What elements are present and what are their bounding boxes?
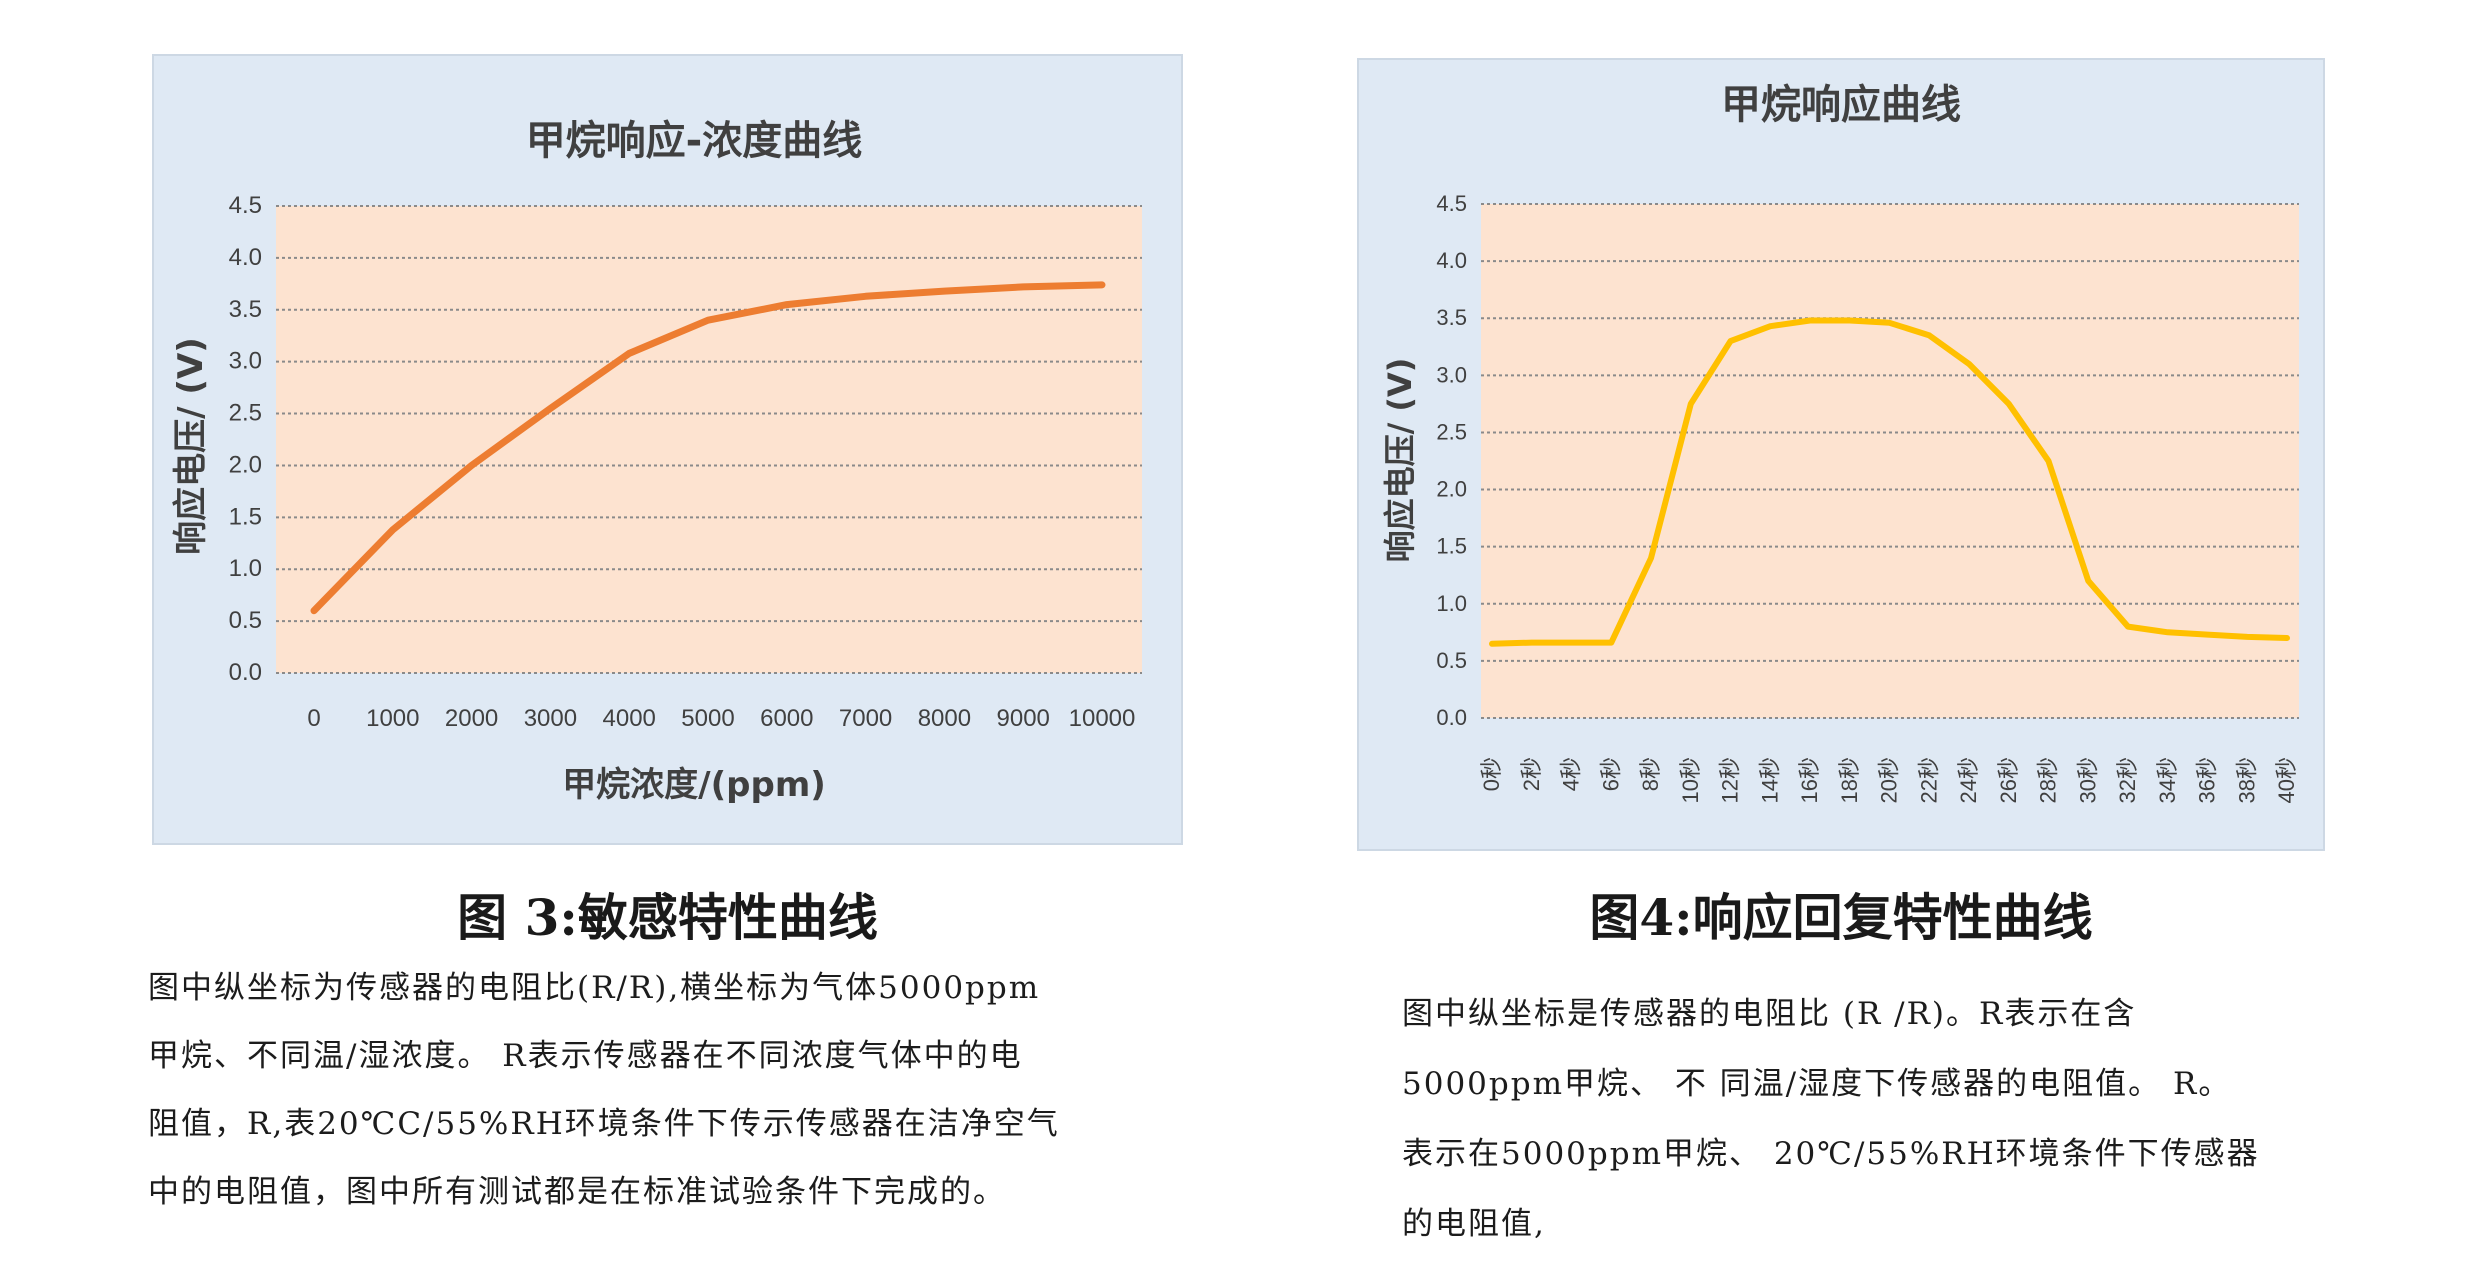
x-tick-label: 2秒 bbox=[1519, 757, 1544, 791]
concentration-response-chart: 0.0 0.5 1.0 1.5 2.0 2.5 3.0 3.5 4.0 4.5 0 1000 2000 3… bbox=[171, 118, 1142, 805]
response-recovery-chart: 0.0 0.5 1.0 1.5 2.0 2.5 3.0 3.5 4.0 4.5 0秒 2秒 4秒 6秒 8秒… bbox=[1381, 82, 2299, 803]
x-tick-label: 30秒 bbox=[2075, 757, 2100, 803]
y-tick-label: 2.0 bbox=[1436, 477, 1467, 502]
y-tick-label: 4.0 bbox=[229, 244, 262, 271]
description-line: 表示在5000ppm甲烷、 20℃/55%RH环境条件下传感器 bbox=[1402, 1136, 2260, 1172]
description-line: 中的电阻值，图中所有测试都是在标准试验条件下完成的。 bbox=[148, 1174, 1006, 1210]
y-tick-label: 2.5 bbox=[1436, 419, 1467, 444]
x-tick-label: 36秒 bbox=[2195, 757, 2220, 803]
x-tick-label: 16秒 bbox=[1797, 757, 1822, 803]
y-tick-label: 2.0 bbox=[229, 451, 262, 478]
y-tick-label: 0.5 bbox=[229, 607, 262, 634]
chart-panel-concentration: 0.0 0.5 1.0 1.5 2.0 2.5 3.0 3.5 4.0 4.5 0 1000 2000 3… bbox=[152, 54, 1183, 845]
x-tick-label: 12秒 bbox=[1718, 757, 1743, 803]
y-tick-label: 2.5 bbox=[229, 400, 262, 427]
y-axis-label: 响应电压/ (V) bbox=[1381, 358, 1419, 563]
y-tick-label: 1.0 bbox=[1436, 591, 1467, 616]
series-line bbox=[310, 281, 1106, 615]
y-tick-label: 0.0 bbox=[1436, 705, 1467, 730]
y-tick-label: 3.0 bbox=[1436, 362, 1467, 387]
x-tick-label: 10秒 bbox=[1678, 757, 1703, 803]
description-line: 图中纵坐标是传感器的电阻比 (R /R)。R表示在含 bbox=[1402, 996, 2137, 1032]
x-tick-label: 34秒 bbox=[2155, 757, 2180, 803]
x-tick-label: 2000 bbox=[445, 705, 498, 732]
x-tick-label: 6000 bbox=[760, 705, 813, 732]
y-tick-label: 1.5 bbox=[229, 503, 262, 530]
y-tick-label: 1.5 bbox=[1436, 534, 1467, 559]
y-tick-label: 3.0 bbox=[229, 348, 262, 375]
x-tick-label: 28秒 bbox=[2036, 757, 2061, 803]
x-tick-label: 5000 bbox=[681, 705, 734, 732]
plot-area bbox=[276, 206, 1142, 673]
y-axis-label: 响应电压/ (V) bbox=[171, 337, 211, 555]
x-tick-label: 22秒 bbox=[1916, 757, 1941, 803]
x-tick-label: 4秒 bbox=[1559, 757, 1584, 791]
x-tick-label: 10000 bbox=[1069, 705, 1136, 732]
x-tick-label: 40秒 bbox=[2274, 757, 2299, 803]
x-tick-label: 32秒 bbox=[2115, 757, 2140, 803]
x-tick-label: 1000 bbox=[366, 705, 419, 732]
chart-title: 甲烷响应曲线 bbox=[1721, 82, 1961, 128]
chart-title: 甲烷响应-浓度曲线 bbox=[526, 118, 863, 164]
description-line: 阻值，R,表20℃C/55%RH环境条件下传示传感器在洁净空气 bbox=[148, 1106, 1060, 1142]
description-line: 的电阻值, bbox=[1402, 1206, 1546, 1242]
x-tick-label: 7000 bbox=[839, 705, 892, 732]
x-tick-label: 4000 bbox=[603, 705, 656, 732]
x-tick-label: 9000 bbox=[997, 705, 1050, 732]
x-tick-label: 20秒 bbox=[1877, 757, 1902, 803]
series-line bbox=[1489, 317, 2290, 647]
figure-4-caption: 图4:响应回复特性曲线 bbox=[1589, 888, 2093, 947]
description-line: 甲烷、不同温/湿浓度。 R表示传感器在不同浓度气体中的电 bbox=[148, 1038, 1023, 1074]
figure-3-caption: 图 3:敏感特性曲线 bbox=[457, 888, 878, 947]
x-tick-label: 6秒 bbox=[1598, 757, 1623, 791]
x-tick-label: 3000 bbox=[524, 705, 577, 732]
x-tick-label: 38秒 bbox=[2234, 757, 2259, 803]
description-line: 图中纵坐标为传感器的电阻比(R/R),横坐标为气体5000ppm bbox=[148, 970, 1041, 1006]
y-tick-label: 3.5 bbox=[1436, 305, 1467, 330]
y-tick-label: 3.5 bbox=[229, 296, 262, 323]
x-tick-label: 0秒 bbox=[1479, 757, 1504, 791]
y-tick-label: 4.0 bbox=[1436, 248, 1467, 273]
x-tick-label: 18秒 bbox=[1837, 757, 1862, 803]
x-tick-label: 24秒 bbox=[1956, 757, 1981, 803]
x-tick-label: 14秒 bbox=[1757, 757, 1782, 803]
y-tick-label: 1.0 bbox=[229, 555, 262, 582]
x-tick-label: 8000 bbox=[918, 705, 971, 732]
y-tick-label: 0.5 bbox=[1436, 648, 1467, 673]
x-tick-label: 0 bbox=[307, 705, 320, 732]
description-line: 5000ppm甲烷、 不 同温/湿度下传感器的电阻值。 R。 bbox=[1402, 1066, 2232, 1102]
chart-panel-recovery: 0.0 0.5 1.0 1.5 2.0 2.5 3.0 3.5 4.0 4.5 0秒 2秒 4秒 6秒 8秒… bbox=[1357, 58, 2325, 851]
x-axis-label: 甲烷浓度/(ppm) bbox=[562, 765, 826, 805]
y-tick-label: 4.5 bbox=[1436, 191, 1467, 216]
y-tick-label: 4.5 bbox=[229, 192, 262, 219]
y-tick-label: 0.0 bbox=[229, 659, 262, 686]
x-tick-label: 8秒 bbox=[1638, 757, 1663, 791]
x-tick-label: 26秒 bbox=[1996, 757, 2021, 803]
